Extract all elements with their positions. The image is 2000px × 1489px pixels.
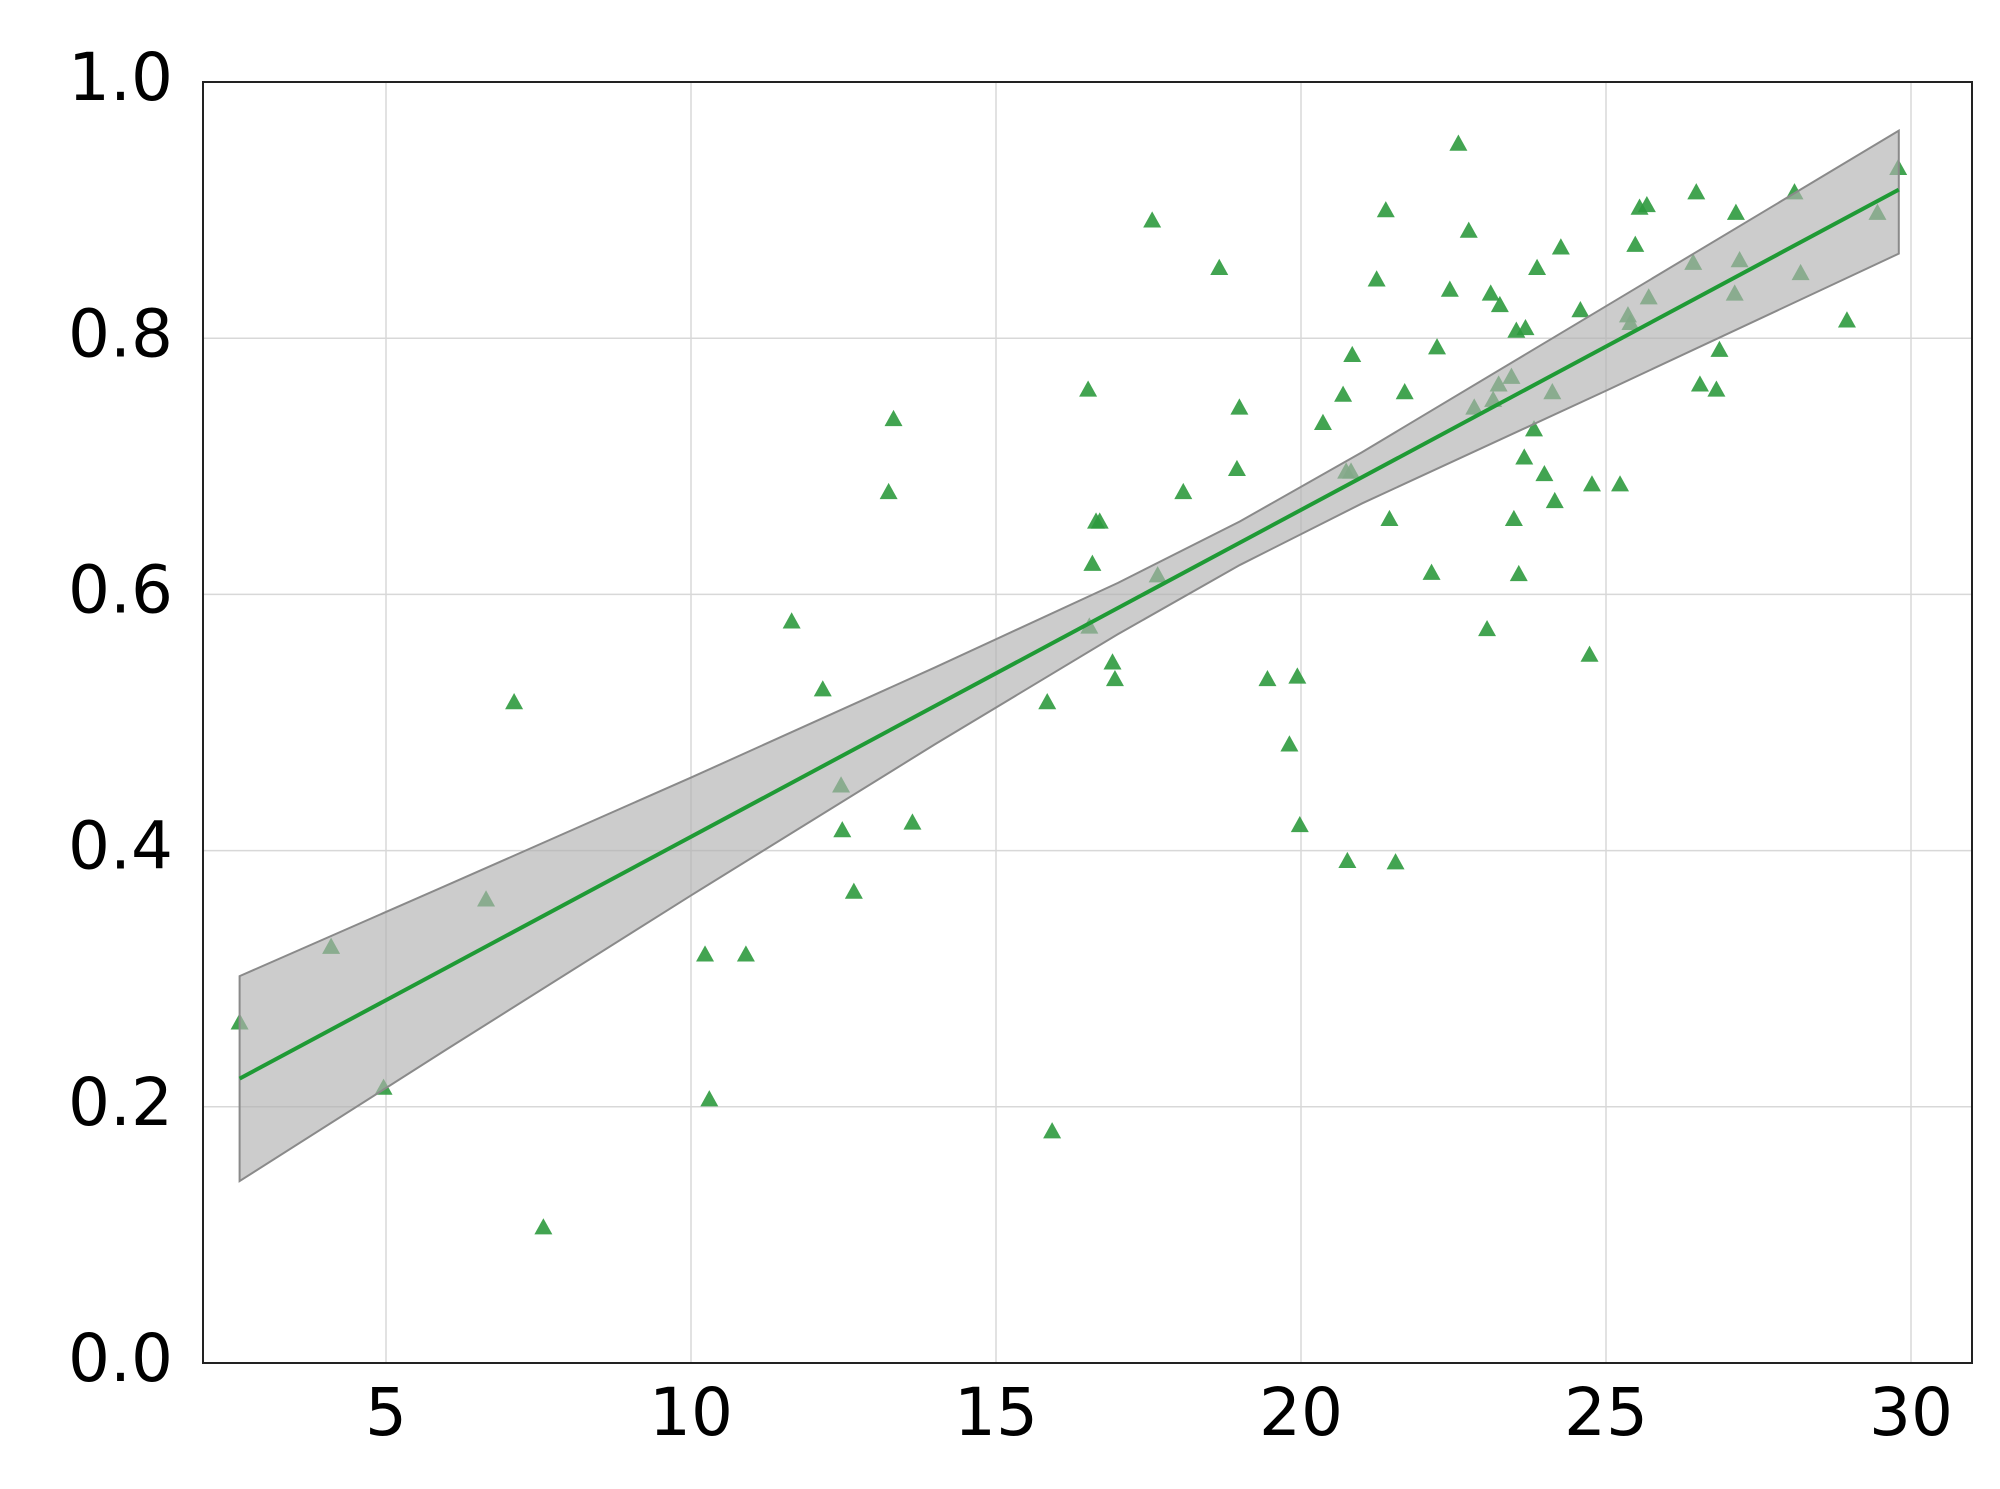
point — [833, 821, 852, 838]
point — [1143, 211, 1162, 228]
point — [1837, 311, 1856, 328]
point — [1288, 667, 1307, 684]
point — [1478, 619, 1497, 637]
point — [1515, 448, 1534, 465]
point — [1395, 383, 1414, 400]
point — [1611, 475, 1630, 492]
point — [1380, 509, 1399, 527]
point — [1079, 380, 1098, 397]
point — [1626, 235, 1645, 252]
plot-frame — [202, 81, 1973, 1364]
point — [1525, 420, 1544, 437]
confidence-band — [238, 128, 1900, 1183]
x-tick-label: 5 — [365, 1374, 407, 1451]
point — [534, 1218, 553, 1235]
point — [813, 680, 832, 697]
point — [696, 945, 715, 962]
y-tick-label: 0.8 — [68, 295, 173, 372]
point — [1038, 693, 1057, 710]
fit-line — [238, 187, 1900, 1081]
point — [1707, 380, 1726, 397]
x-tick-label: 10 — [649, 1374, 733, 1451]
x-tick-label: 20 — [1259, 1374, 1343, 1451]
point — [1509, 564, 1528, 582]
point — [736, 945, 755, 962]
point — [1580, 645, 1599, 662]
point — [1582, 475, 1601, 492]
point — [1290, 815, 1309, 833]
point — [1710, 340, 1729, 357]
point — [1227, 459, 1246, 477]
point — [1386, 853, 1405, 870]
point — [1528, 258, 1547, 275]
point — [1490, 295, 1509, 313]
point — [1090, 512, 1109, 529]
point — [1551, 238, 1570, 255]
point — [1174, 482, 1193, 500]
point — [1280, 735, 1299, 752]
point — [1105, 669, 1124, 687]
point — [1103, 653, 1122, 670]
point — [1516, 318, 1535, 336]
point — [1210, 258, 1229, 275]
point — [1258, 669, 1277, 687]
point — [782, 612, 801, 629]
y-tick-label: 0.0 — [68, 1320, 173, 1397]
x-tick-label: 30 — [1869, 1374, 1953, 1451]
y-tick-label: 0.2 — [68, 1064, 173, 1141]
point — [1422, 563, 1441, 580]
point — [879, 482, 898, 500]
point — [505, 693, 524, 710]
point — [1481, 284, 1500, 301]
point — [1338, 851, 1357, 869]
x-tick-label: 15 — [954, 1374, 1038, 1451]
y-tick-label: 0.6 — [68, 551, 173, 628]
point — [1449, 134, 1468, 151]
point — [844, 882, 863, 899]
point — [884, 409, 903, 427]
point — [1440, 280, 1459, 297]
point — [1535, 464, 1554, 482]
point — [1459, 221, 1478, 238]
point — [1334, 385, 1353, 402]
point — [1343, 345, 1362, 363]
point — [1083, 554, 1102, 571]
point — [1571, 301, 1590, 318]
point — [1313, 413, 1332, 430]
point — [1367, 270, 1386, 287]
point — [1376, 201, 1395, 218]
point — [1687, 183, 1706, 200]
point — [903, 813, 922, 830]
point — [1504, 509, 1523, 527]
point — [700, 1090, 719, 1107]
point — [1043, 1122, 1062, 1139]
point — [1637, 195, 1656, 213]
point — [1690, 375, 1709, 392]
point — [1230, 398, 1249, 415]
x-tick-label: 25 — [1564, 1374, 1648, 1451]
point — [1726, 203, 1745, 220]
point — [1428, 338, 1447, 355]
point — [1545, 491, 1564, 509]
y-tick-label: 0.4 — [68, 808, 173, 885]
y-tick-label: 1.0 — [68, 39, 173, 116]
